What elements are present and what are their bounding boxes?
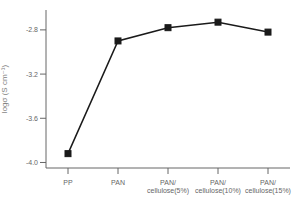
- svg-text:PP: PP: [63, 179, 73, 186]
- svg-text:PAN/cellulose(5%): PAN/cellulose(5%): [147, 179, 189, 195]
- svg-text:-3.6: -3.6: [26, 115, 38, 122]
- svg-text:-3.2: -3.2: [26, 71, 38, 78]
- svg-text:PAN/cellulose(10%): PAN/cellulose(10%): [195, 179, 241, 195]
- svg-text:PAN: PAN: [111, 179, 125, 186]
- svg-text:PAN/cellulose(15%): PAN/cellulose(15%): [245, 179, 291, 195]
- svg-text:-2.8: -2.8: [26, 26, 38, 33]
- svg-text:-4.0: -4.0: [26, 159, 38, 166]
- svg-text:logσ (S cm⁻¹): logσ (S cm⁻¹): [8, 65, 9, 114]
